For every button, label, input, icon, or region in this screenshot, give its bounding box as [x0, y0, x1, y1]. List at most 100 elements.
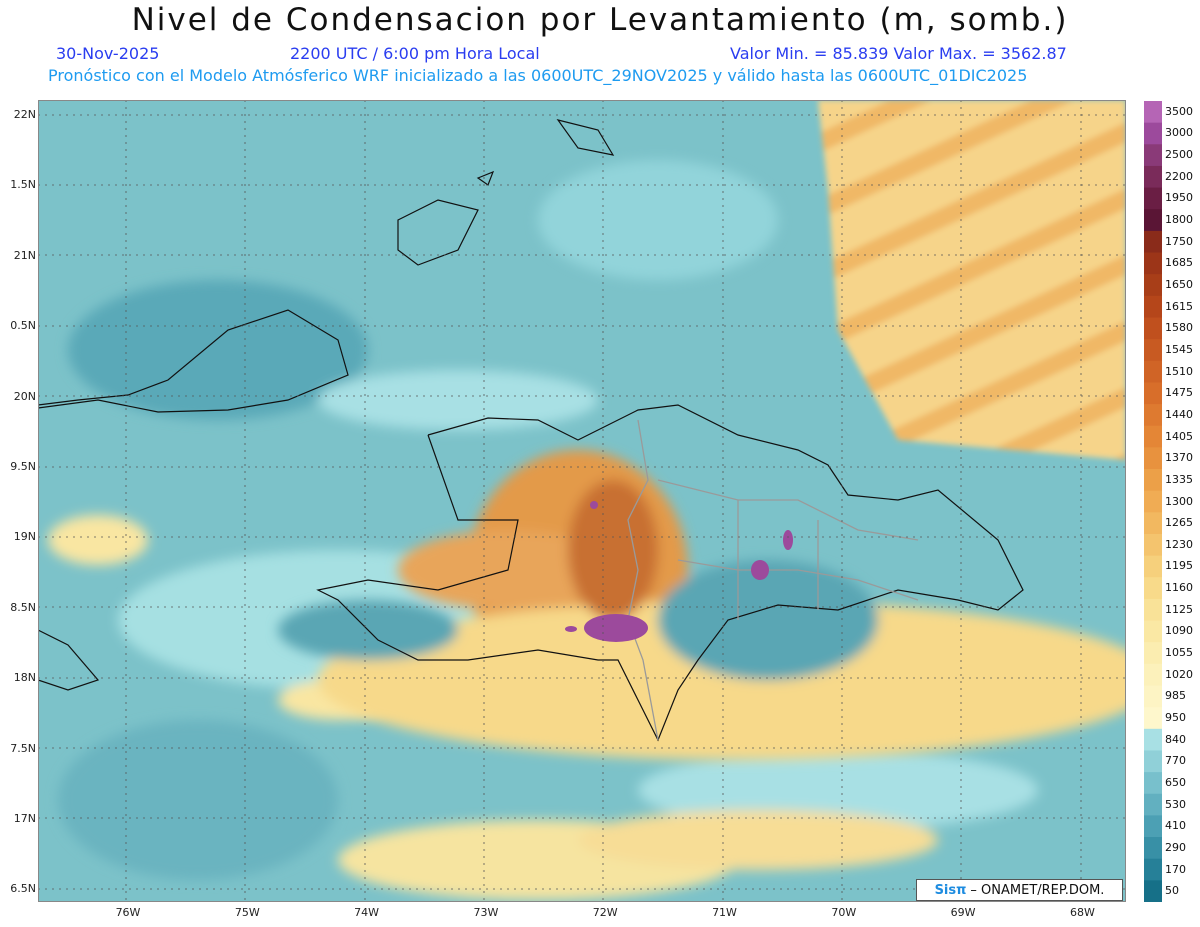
lon-tick-label: 72W	[592, 906, 618, 919]
lat-tick-label: 17N	[13, 812, 36, 825]
lon-tick-label: 75W	[234, 906, 260, 919]
colorbar-label: 1440	[1165, 407, 1193, 421]
colorbar-label: 840	[1165, 732, 1186, 746]
colorbar-swatch	[1144, 707, 1162, 730]
lat-tick-label: 9.5N	[10, 460, 36, 473]
lat-tick-label: 6.5N	[10, 882, 36, 896]
colorbar-label: 1125	[1165, 602, 1193, 616]
lat-tick-label: 18N	[13, 671, 36, 685]
high-lcl-spots	[565, 501, 793, 642]
colorbar-label: 1335	[1165, 472, 1193, 486]
colorbar-label: 985	[1165, 689, 1186, 703]
colorbar-swatch	[1144, 512, 1162, 535]
colorbar-swatch	[1144, 533, 1162, 557]
colorbar-swatch	[1144, 339, 1162, 362]
colorbar-swatch	[1144, 382, 1162, 405]
colorbar-swatch	[1144, 165, 1162, 189]
credit-text: – ONAMET/REP.DOM.	[970, 882, 1105, 898]
lon-tick-label: 70W	[831, 906, 857, 919]
colorbar-label: 1265	[1165, 516, 1193, 530]
credit-box: Sisπ – ONAMET/REP.DOM.	[916, 879, 1123, 901]
lon-tick-label: 73W	[473, 906, 499, 919]
field-sea-mottling	[48, 160, 1038, 900]
lat-tick-label: 1.5N	[10, 178, 36, 192]
colorbar-swatch	[1144, 685, 1162, 708]
forecast-date: 30-Nov-2025	[56, 44, 160, 63]
colorbar-swatch	[1144, 144, 1162, 167]
colorbar-label: 1160	[1165, 581, 1193, 595]
colorbar-swatch	[1144, 295, 1162, 318]
colorbar-swatch	[1144, 728, 1162, 751]
colorbar-swatch	[1144, 880, 1162, 902]
lon-tick-label: 68W	[1069, 906, 1095, 919]
coastlines	[38, 119, 1024, 742]
colorbar-label: 2200	[1165, 169, 1193, 183]
colorbar-label: 1230	[1165, 537, 1193, 551]
colorbar-label: 1650	[1165, 278, 1193, 291]
colorbar-swatch	[1144, 663, 1162, 687]
lon-tick-label: 69W	[950, 906, 976, 919]
colorbar-label: 1615	[1165, 299, 1193, 313]
lon-tick-label: 76W	[115, 906, 141, 919]
colorbar-label: 1090	[1165, 624, 1193, 638]
lat-tick-label: 0.5N	[10, 319, 36, 333]
colorbar-label: 650	[1165, 775, 1186, 789]
colorbar-label: 170	[1165, 862, 1186, 876]
colorbar-swatch	[1144, 620, 1162, 643]
colorbar-label: 1300	[1165, 494, 1193, 508]
colorbar-label: 1750	[1165, 234, 1193, 248]
lat-tick-label: 8.5N	[10, 600, 36, 614]
colorbar-swatch	[1144, 317, 1162, 340]
colorbar-label: 1800	[1165, 213, 1193, 227]
colorbar-swatch	[1144, 101, 1162, 124]
colorbar-swatch	[1144, 230, 1162, 254]
colorbar-label: 50	[1165, 884, 1179, 898]
colorbar-swatch	[1144, 750, 1162, 773]
colorbar-label: 1055	[1165, 646, 1193, 660]
forecast-map	[38, 100, 1126, 902]
colorbar-label: 1370	[1165, 451, 1193, 465]
colorbar-label: 290	[1165, 840, 1186, 854]
colorbar-label: 1545	[1165, 342, 1193, 356]
colorbar-swatch	[1144, 187, 1162, 210]
colorbar-label: 530	[1165, 797, 1186, 811]
colorbar-swatch	[1144, 555, 1162, 578]
colorbar-label: 1685	[1165, 256, 1193, 270]
lat-tick-label: 19N	[13, 530, 36, 544]
colorbar-swatch	[1144, 274, 1162, 297]
colorbar-swatch	[1144, 490, 1162, 513]
lon-tick-label: 71W	[712, 906, 737, 919]
provincial-borders	[627, 419, 919, 741]
colorbar-label: 1580	[1165, 321, 1193, 335]
forecast-time: 2200 UTC / 6:00 pm Hora Local	[290, 44, 540, 63]
colorbar-label: 3500	[1165, 104, 1193, 118]
colorbar-label: 1020	[1165, 667, 1193, 681]
lat-tick-label: 7.5N	[10, 741, 36, 755]
colorbar-swatch	[1144, 642, 1162, 665]
colorbar-swatch	[1144, 447, 1162, 470]
map-title: Nivel de Condensacion por Levantamiento …	[131, 2, 1069, 38]
colorbar-swatch	[1144, 793, 1162, 816]
colorbar-label: 1405	[1165, 429, 1193, 443]
lat-tick-label: 20N	[13, 389, 36, 403]
colorbar-swatch	[1144, 122, 1162, 145]
colorbar-swatch	[1144, 772, 1162, 795]
lat-tick-label: 21N	[13, 248, 36, 262]
lat-tick-label: 22N	[13, 108, 36, 121]
colorbar-label: 3000	[1165, 126, 1193, 140]
colorbar-label: 2500	[1165, 148, 1193, 162]
sispi-logo: Sisπ	[934, 882, 967, 898]
colorbar-swatch	[1144, 469, 1162, 492]
colorbar-swatch	[1144, 209, 1162, 232]
colorbar-swatch	[1144, 837, 1162, 860]
colorbar-swatch	[1144, 360, 1162, 383]
colorbar-swatch	[1144, 425, 1162, 448]
colorbar-swatch	[1144, 858, 1162, 881]
colorbar-label: 1950	[1165, 191, 1193, 205]
model-info: Pronóstico con el Modelo Atmósferico WRF…	[48, 66, 1028, 85]
graticule	[38, 100, 1126, 902]
colorbar-label: 950	[1165, 710, 1186, 724]
colorbar-swatch	[1144, 815, 1162, 838]
colorbar-label: 1510	[1165, 364, 1193, 378]
colorbar-label: 1195	[1165, 559, 1193, 573]
